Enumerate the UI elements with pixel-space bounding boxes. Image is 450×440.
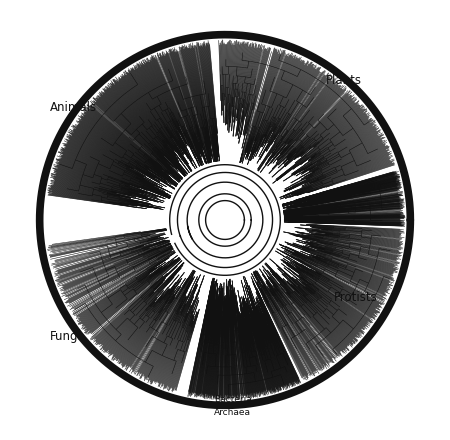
Text: Protists: Protists	[334, 291, 378, 304]
Text: Animals: Animals	[50, 101, 98, 114]
Text: Plants: Plants	[326, 74, 362, 87]
Text: Bacteria: Bacteria	[214, 395, 252, 403]
Text: Fungi: Fungi	[50, 330, 82, 343]
Text: Archaea: Archaea	[214, 408, 251, 417]
